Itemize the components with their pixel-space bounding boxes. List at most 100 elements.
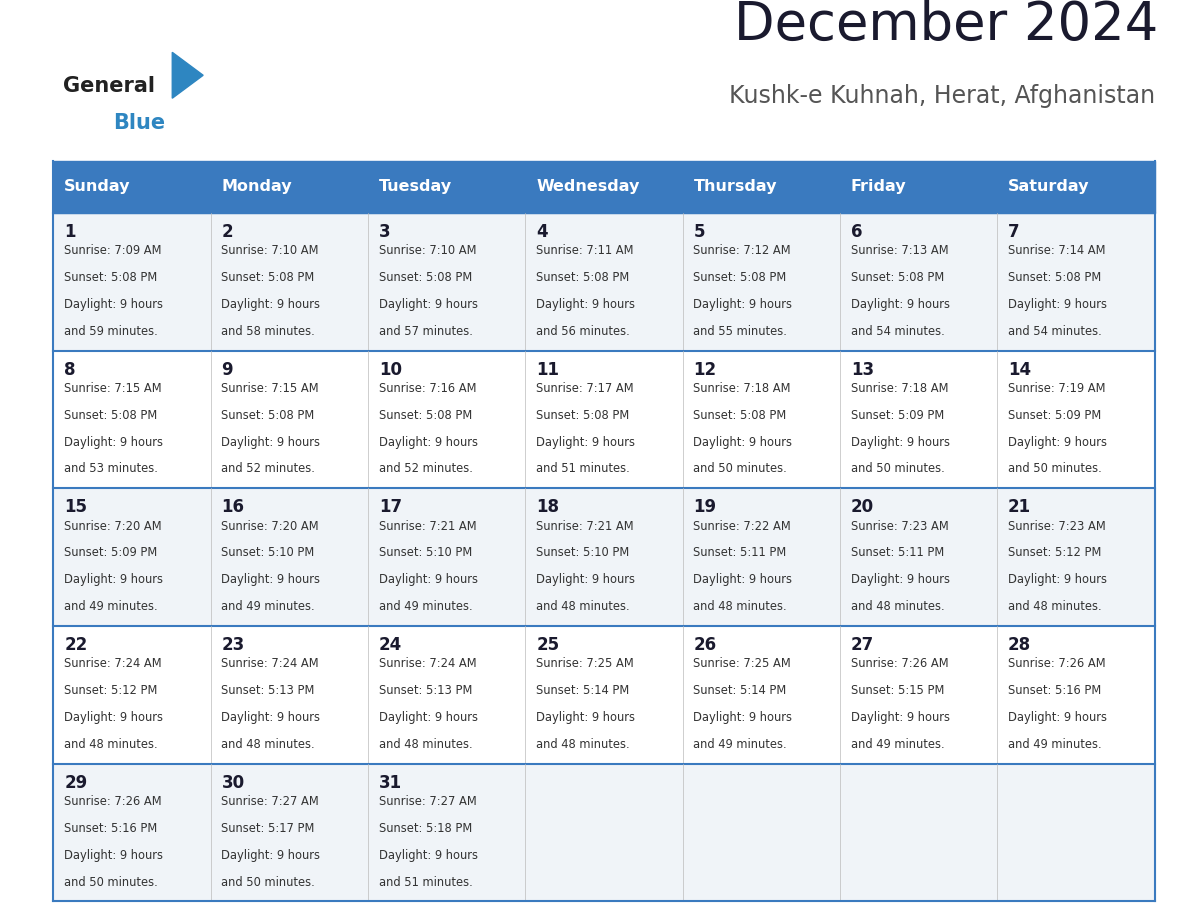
Text: Sunrise: 7:20 AM: Sunrise: 7:20 AM	[221, 520, 320, 532]
Text: 2: 2	[221, 223, 233, 241]
Text: Daylight: 9 hours: Daylight: 9 hours	[536, 573, 636, 587]
Text: 12: 12	[694, 361, 716, 379]
Text: Sunrise: 7:20 AM: Sunrise: 7:20 AM	[64, 520, 162, 532]
Text: and 51 minutes.: and 51 minutes.	[536, 463, 630, 476]
Text: and 49 minutes.: and 49 minutes.	[851, 738, 944, 751]
Text: Sunrise: 7:19 AM: Sunrise: 7:19 AM	[1009, 382, 1106, 395]
Text: 19: 19	[694, 498, 716, 517]
Text: Thursday: Thursday	[694, 179, 777, 195]
Text: and 50 minutes.: and 50 minutes.	[64, 876, 158, 889]
Text: 3: 3	[379, 223, 391, 241]
Text: Sunset: 5:08 PM: Sunset: 5:08 PM	[64, 271, 157, 284]
Text: and 50 minutes.: and 50 minutes.	[694, 463, 788, 476]
Text: Sunset: 5:13 PM: Sunset: 5:13 PM	[221, 684, 315, 697]
Text: Sunrise: 7:10 AM: Sunrise: 7:10 AM	[379, 244, 476, 257]
Text: and 48 minutes.: and 48 minutes.	[1009, 600, 1101, 613]
Text: Sunrise: 7:27 AM: Sunrise: 7:27 AM	[379, 795, 476, 808]
Text: Sunrise: 7:13 AM: Sunrise: 7:13 AM	[851, 244, 948, 257]
Text: Wednesday: Wednesday	[536, 179, 639, 195]
Text: Saturday: Saturday	[1009, 179, 1089, 195]
Text: Sunrise: 7:17 AM: Sunrise: 7:17 AM	[536, 382, 633, 395]
Text: and 50 minutes.: and 50 minutes.	[221, 876, 315, 889]
Text: and 50 minutes.: and 50 minutes.	[851, 463, 944, 476]
Text: 22: 22	[64, 636, 88, 655]
Text: Sunset: 5:09 PM: Sunset: 5:09 PM	[64, 546, 157, 559]
Text: Daylight: 9 hours: Daylight: 9 hours	[1009, 711, 1107, 724]
Text: General: General	[63, 76, 154, 96]
Text: and 49 minutes.: and 49 minutes.	[64, 600, 158, 613]
Text: 10: 10	[379, 361, 402, 379]
Text: Daylight: 9 hours: Daylight: 9 hours	[221, 848, 321, 862]
Text: Daylight: 9 hours: Daylight: 9 hours	[64, 436, 163, 449]
Text: Sunset: 5:08 PM: Sunset: 5:08 PM	[379, 409, 472, 421]
Text: Daylight: 9 hours: Daylight: 9 hours	[1009, 573, 1107, 587]
Text: 4: 4	[536, 223, 548, 241]
Text: Daylight: 9 hours: Daylight: 9 hours	[221, 436, 321, 449]
Text: Sunrise: 7:21 AM: Sunrise: 7:21 AM	[379, 520, 476, 532]
Bar	[53, 213, 1155, 351]
Text: and 50 minutes.: and 50 minutes.	[1009, 463, 1101, 476]
Text: Daylight: 9 hours: Daylight: 9 hours	[379, 848, 478, 862]
Text: Sunset: 5:08 PM: Sunset: 5:08 PM	[1009, 271, 1101, 284]
Text: Daylight: 9 hours: Daylight: 9 hours	[64, 297, 163, 311]
Text: Sunrise: 7:24 AM: Sunrise: 7:24 AM	[221, 657, 320, 670]
Text: and 48 minutes.: and 48 minutes.	[221, 738, 315, 751]
Text: and 53 minutes.: and 53 minutes.	[64, 463, 158, 476]
Text: Monday: Monday	[221, 179, 292, 195]
Text: Sunrise: 7:18 AM: Sunrise: 7:18 AM	[694, 382, 791, 395]
Text: Daylight: 9 hours: Daylight: 9 hours	[64, 573, 163, 587]
Text: 28: 28	[1009, 636, 1031, 655]
Text: Sunset: 5:08 PM: Sunset: 5:08 PM	[221, 409, 315, 421]
Text: Daylight: 9 hours: Daylight: 9 hours	[221, 297, 321, 311]
Text: and 48 minutes.: and 48 minutes.	[694, 600, 788, 613]
Text: Sunset: 5:14 PM: Sunset: 5:14 PM	[694, 684, 786, 697]
Text: Sunset: 5:15 PM: Sunset: 5:15 PM	[851, 684, 944, 697]
Text: Sunset: 5:11 PM: Sunset: 5:11 PM	[851, 546, 944, 559]
Text: Daylight: 9 hours: Daylight: 9 hours	[694, 297, 792, 311]
Text: 7: 7	[1009, 223, 1019, 241]
Text: and 58 minutes.: and 58 minutes.	[221, 325, 315, 338]
Text: Sunrise: 7:25 AM: Sunrise: 7:25 AM	[536, 657, 634, 670]
Text: Sunrise: 7:22 AM: Sunrise: 7:22 AM	[694, 520, 791, 532]
Text: Sunrise: 7:18 AM: Sunrise: 7:18 AM	[851, 382, 948, 395]
Text: Sunrise: 7:12 AM: Sunrise: 7:12 AM	[694, 244, 791, 257]
Text: 23: 23	[221, 636, 245, 655]
Text: Sunset: 5:13 PM: Sunset: 5:13 PM	[379, 684, 472, 697]
Text: 20: 20	[851, 498, 874, 517]
Text: 26: 26	[694, 636, 716, 655]
Text: Sunset: 5:09 PM: Sunset: 5:09 PM	[851, 409, 944, 421]
Text: Sunrise: 7:15 AM: Sunrise: 7:15 AM	[64, 382, 162, 395]
Text: Sunset: 5:11 PM: Sunset: 5:11 PM	[694, 546, 786, 559]
Text: Sunrise: 7:26 AM: Sunrise: 7:26 AM	[1009, 657, 1106, 670]
Text: Tuesday: Tuesday	[379, 179, 451, 195]
Text: Sunrise: 7:14 AM: Sunrise: 7:14 AM	[1009, 244, 1106, 257]
Text: and 57 minutes.: and 57 minutes.	[379, 325, 473, 338]
Text: Sunset: 5:09 PM: Sunset: 5:09 PM	[1009, 409, 1101, 421]
Text: 30: 30	[221, 774, 245, 792]
Text: and 54 minutes.: and 54 minutes.	[851, 325, 944, 338]
Text: Sunset: 5:16 PM: Sunset: 5:16 PM	[64, 822, 157, 834]
Text: Sunset: 5:10 PM: Sunset: 5:10 PM	[221, 546, 315, 559]
Text: and 49 minutes.: and 49 minutes.	[379, 600, 473, 613]
Text: Daylight: 9 hours: Daylight: 9 hours	[694, 711, 792, 724]
Text: 24: 24	[379, 636, 402, 655]
Text: Sunset: 5:12 PM: Sunset: 5:12 PM	[1009, 546, 1101, 559]
Text: and 49 minutes.: and 49 minutes.	[1009, 738, 1101, 751]
Text: Sunset: 5:08 PM: Sunset: 5:08 PM	[851, 271, 944, 284]
Bar	[53, 351, 1155, 488]
Text: Kushk-e Kuhnah, Herat, Afghanistan: Kushk-e Kuhnah, Herat, Afghanistan	[728, 84, 1155, 108]
Text: 21: 21	[1009, 498, 1031, 517]
Text: 8: 8	[64, 361, 76, 379]
Text: Daylight: 9 hours: Daylight: 9 hours	[851, 297, 949, 311]
Text: and 55 minutes.: and 55 minutes.	[694, 325, 788, 338]
Text: Sunrise: 7:26 AM: Sunrise: 7:26 AM	[851, 657, 948, 670]
Text: 11: 11	[536, 361, 560, 379]
Text: Daylight: 9 hours: Daylight: 9 hours	[851, 436, 949, 449]
Text: Sunset: 5:17 PM: Sunset: 5:17 PM	[221, 822, 315, 834]
Text: Sunrise: 7:15 AM: Sunrise: 7:15 AM	[221, 382, 320, 395]
Text: Daylight: 9 hours: Daylight: 9 hours	[694, 573, 792, 587]
Text: Daylight: 9 hours: Daylight: 9 hours	[221, 711, 321, 724]
Text: Daylight: 9 hours: Daylight: 9 hours	[379, 573, 478, 587]
Text: and 54 minutes.: and 54 minutes.	[1009, 325, 1101, 338]
Polygon shape	[172, 52, 203, 98]
